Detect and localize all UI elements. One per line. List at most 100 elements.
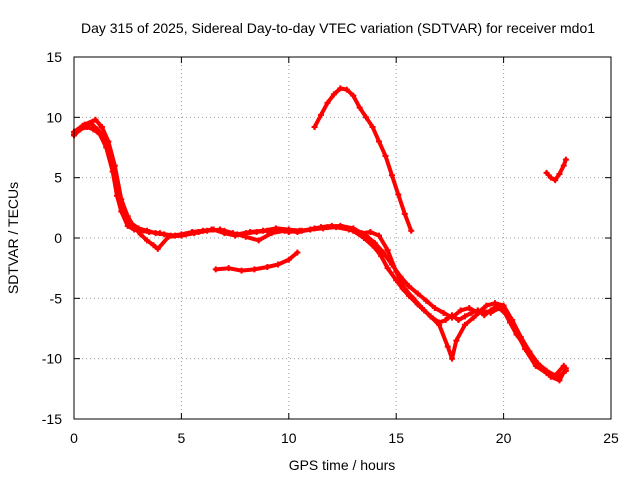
data-point <box>318 111 325 118</box>
data-point <box>556 171 563 178</box>
data-point <box>431 304 438 311</box>
x-tick-label: 20 <box>496 430 512 446</box>
data-point <box>554 374 561 381</box>
data-point <box>384 247 391 254</box>
data-point <box>455 317 462 324</box>
data-point <box>307 226 314 233</box>
data-point <box>423 297 430 304</box>
data-point <box>470 314 477 321</box>
data-point <box>393 268 400 275</box>
data-point <box>124 213 131 220</box>
data-point <box>406 283 413 290</box>
data-point <box>330 91 337 98</box>
data-point <box>150 242 157 249</box>
data-point <box>152 230 159 237</box>
data-point <box>272 225 279 232</box>
data-point <box>562 367 569 374</box>
series-line <box>72 125 568 383</box>
data-point <box>247 228 254 235</box>
data-point <box>225 265 232 272</box>
data-point <box>217 226 224 233</box>
data-point <box>238 267 245 274</box>
y-axis-label: SDTVAR / TECUs <box>5 182 21 294</box>
data-point <box>161 231 168 238</box>
data-point <box>131 224 138 231</box>
data-point <box>369 123 376 130</box>
data-point <box>137 231 144 238</box>
data-point <box>350 92 357 99</box>
y-tick-label: -15 <box>42 411 62 427</box>
data-point <box>144 237 151 244</box>
data-point <box>144 227 151 234</box>
data-point <box>461 321 468 328</box>
series-layer <box>71 85 569 384</box>
track-main-c <box>71 116 569 381</box>
data-point <box>376 232 383 239</box>
data-point <box>229 230 236 237</box>
data-point <box>343 86 350 93</box>
data-point <box>457 307 464 314</box>
data-point <box>481 312 488 319</box>
data-point <box>552 177 559 184</box>
data-point <box>562 156 569 163</box>
data-point <box>436 321 443 328</box>
data-point <box>440 309 447 316</box>
data-point <box>92 116 99 123</box>
data-point <box>560 362 567 369</box>
track-main-b <box>71 120 567 379</box>
data-point <box>453 337 460 344</box>
data-point <box>191 230 198 237</box>
ticks: 0 5 10 15 20 25 15 10 5 0 -5 -10 -15 <box>42 49 619 446</box>
data-point <box>427 313 434 320</box>
data-point <box>264 263 271 270</box>
x-tick-label: 10 <box>281 430 297 446</box>
data-point <box>367 228 374 235</box>
data-point <box>547 174 554 181</box>
data-point <box>414 290 421 297</box>
y-tick-label: -10 <box>42 351 62 367</box>
data-point <box>255 237 262 244</box>
data-point <box>504 313 511 320</box>
data-point <box>363 114 370 121</box>
y-tick-label: 10 <box>46 109 62 125</box>
track-segment-1 <box>212 249 301 274</box>
data-point <box>285 256 292 263</box>
data-point <box>449 314 456 321</box>
data-point <box>408 227 415 234</box>
data-point <box>376 138 383 145</box>
data-point <box>345 226 352 233</box>
x-tick-label: 25 <box>603 430 619 446</box>
data-point <box>483 302 490 309</box>
data-point <box>333 224 340 231</box>
data-point <box>294 228 301 235</box>
data-point <box>513 329 520 336</box>
data-point <box>444 343 451 350</box>
data-point <box>281 227 288 234</box>
plot-frame <box>73 56 612 420</box>
x-tick-label: 5 <box>178 430 186 446</box>
series-line <box>312 86 414 233</box>
track-main-a <box>71 123 569 384</box>
data-point <box>371 239 378 246</box>
x-tick-label: 0 <box>70 430 78 446</box>
data-point <box>111 162 118 169</box>
data-point <box>401 210 408 217</box>
series-line <box>72 121 566 378</box>
data-point <box>461 313 468 320</box>
data-point <box>118 196 125 203</box>
data-point <box>382 152 389 159</box>
data-point <box>380 249 387 256</box>
data-point <box>94 126 101 133</box>
data-point <box>165 233 172 240</box>
data-point <box>418 304 425 311</box>
data-point <box>356 104 363 111</box>
series-line <box>72 117 568 380</box>
x-tick-label: 15 <box>388 430 404 446</box>
data-point <box>560 162 567 169</box>
data-point <box>260 227 267 234</box>
y-tick-label: 15 <box>46 49 62 65</box>
data-point <box>393 277 400 284</box>
data-point <box>388 172 395 179</box>
y-tick-label: 5 <box>54 170 62 186</box>
